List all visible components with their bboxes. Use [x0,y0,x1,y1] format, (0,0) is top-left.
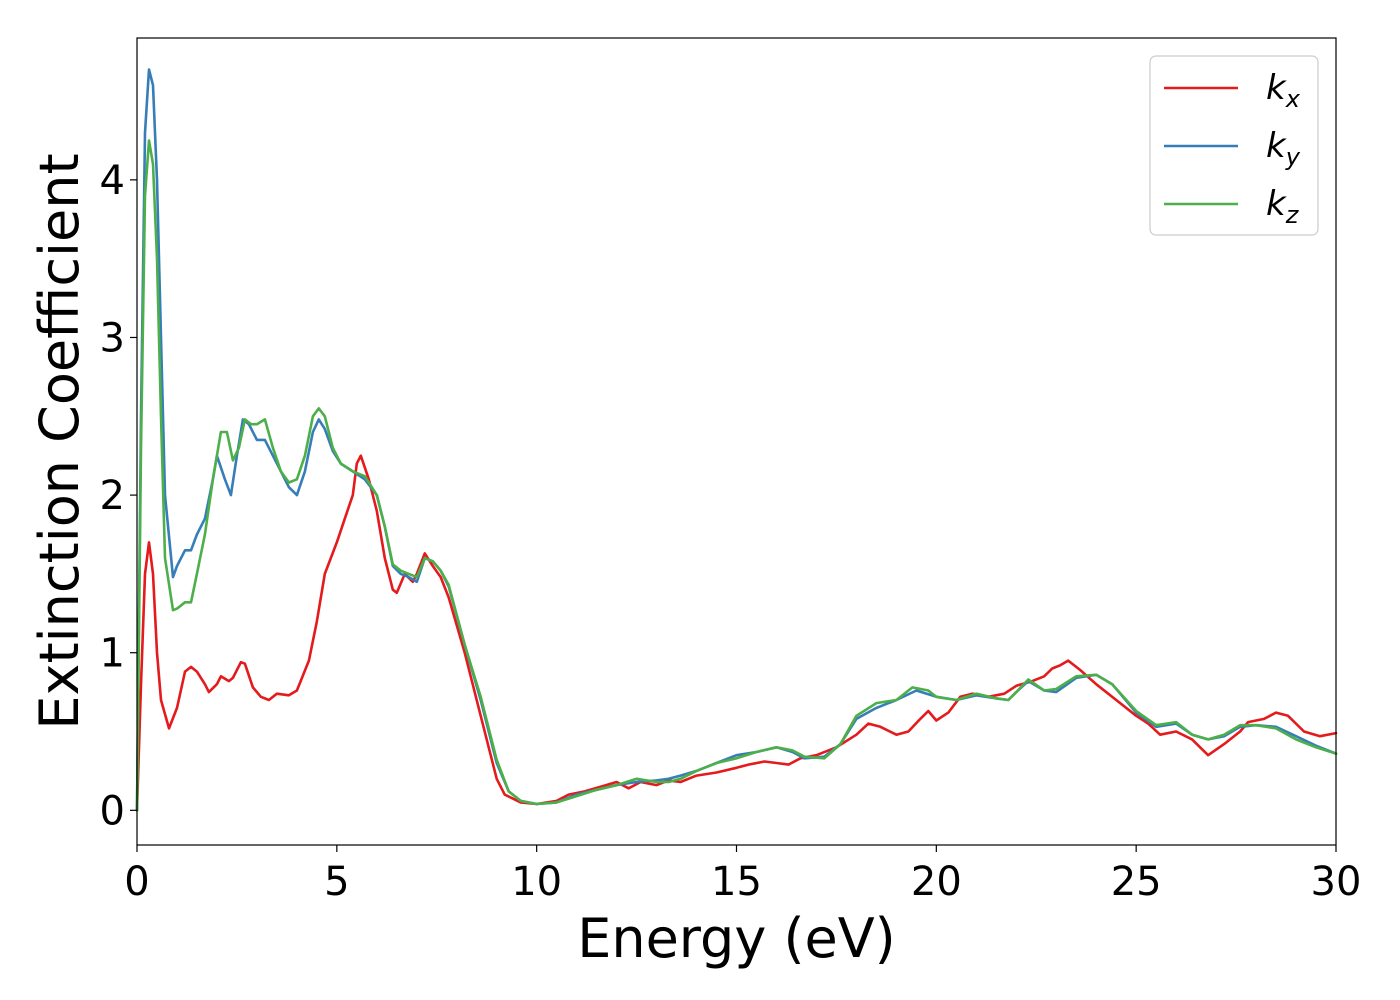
series-lines [135,68,1338,812]
x-tick-label: 10 [511,859,562,905]
legend-label-kx: kx [1266,68,1301,113]
y-tick-label: 3 [100,315,125,361]
x-tick-label: 15 [711,859,762,905]
y-axis-label: Extinction Coefficient [28,153,91,729]
legend-label-kz: kz [1266,184,1300,229]
series-line-kz [135,139,1338,812]
x-tick-label: 30 [1311,859,1362,905]
x-axis-label: Energy (eV) [577,907,896,970]
x-tick-label: 5 [324,859,349,905]
legend: kx ky kz [1149,55,1319,236]
x-tick-label: 20 [911,859,962,905]
y-tick-label: 0 [100,788,125,834]
y-tick-label: 4 [100,158,125,204]
x-tick-label: 25 [1111,859,1162,905]
x-axis: 0 5 10 15 20 25 30 [124,845,1361,905]
y-tick-label: 2 [100,473,125,519]
y-tick-label: 1 [100,631,125,677]
x-tick-label: 0 [124,859,149,905]
y-axis: 0 1 2 3 4 [100,158,137,834]
legend-label-ky: ky [1266,126,1301,171]
